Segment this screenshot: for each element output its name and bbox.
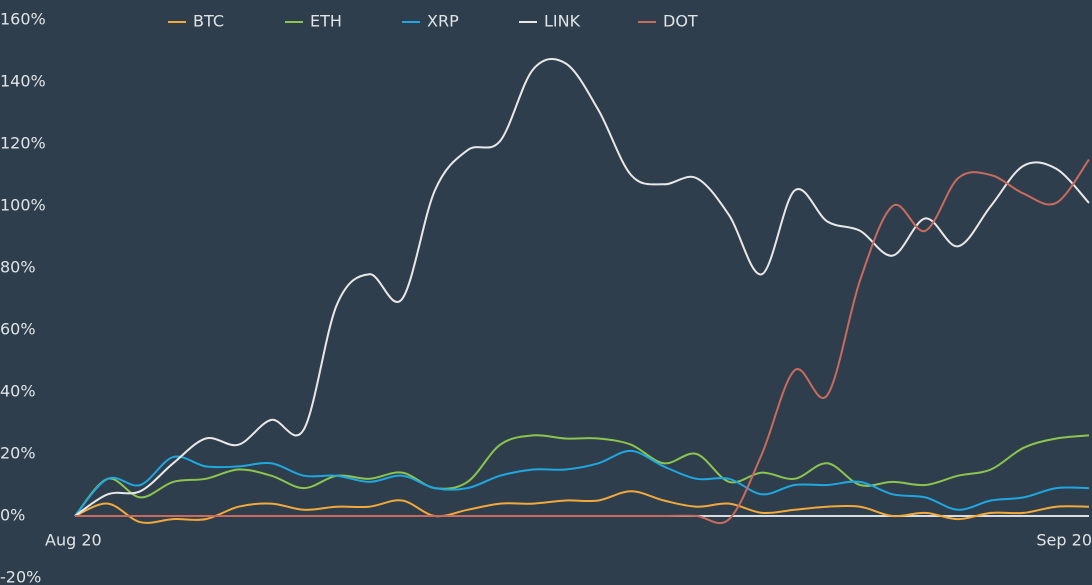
series-line [74, 490, 1090, 524]
y-tick-label: 80% [0, 258, 36, 277]
y-tick-label: 60% [0, 320, 36, 339]
legend-label: DOT [663, 12, 698, 31]
y-tick-label: 40% [0, 382, 36, 401]
series-line [74, 58, 1090, 517]
series-line [74, 158, 1090, 525]
legend-label: XRP [427, 12, 459, 31]
x-tick-label: Aug 20 [45, 531, 102, 550]
x-tick-label: Sep 20 [1036, 531, 1092, 550]
y-tick-label: 0% [0, 506, 25, 525]
y-tick-label: 160% [0, 10, 46, 29]
series-line [74, 449, 1090, 517]
y-tick-label: 20% [0, 444, 36, 463]
legend-label: ETH [310, 12, 342, 31]
legend-label: BTC [193, 12, 224, 31]
legend-label: LINK [544, 12, 581, 31]
series-line [74, 434, 1090, 517]
y-tick-label: 120% [0, 134, 46, 153]
y-tick-label: -20% [0, 568, 41, 585]
y-tick-label: 140% [0, 72, 46, 91]
y-tick-label: 100% [0, 196, 46, 215]
